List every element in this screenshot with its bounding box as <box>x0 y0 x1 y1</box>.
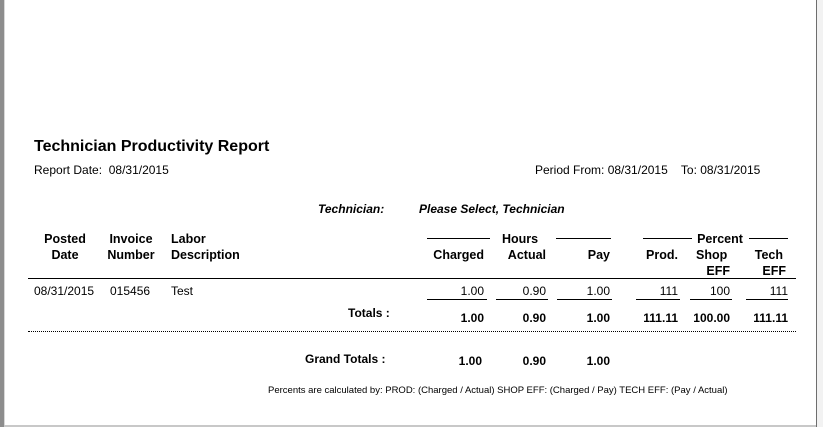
hours-group-line-right <box>556 238 611 239</box>
period-to-label: To: <box>680 163 697 177</box>
col-labor-description-line1: Labor <box>171 232 206 246</box>
report-date-value: 08/31/2015 <box>108 163 169 177</box>
col-tech-eff: Tech EFF <box>746 247 786 279</box>
totals-line-pay <box>557 299 612 300</box>
window-frame-bottom <box>4 425 816 427</box>
grand-totals-actual: 0.90 <box>522 354 546 368</box>
period-to-value: 08/31/2015 <box>700 163 761 177</box>
col-actual: Actual <box>507 248 546 262</box>
report-date: Report Date: 08/31/2015 <box>34 163 169 177</box>
window-frame-right <box>816 0 817 427</box>
row-tech-eff: 111 <box>769 284 788 298</box>
totals-line-shop-eff <box>690 299 732 300</box>
percent-group-line-left <box>643 238 692 239</box>
period-range: Period From: 08/31/2015 To: 08/31/2015 <box>535 163 760 177</box>
col-labor-description: Labor Description <box>171 231 240 263</box>
row-pay: 1.00 <box>586 284 610 298</box>
totals-label: Totals : <box>348 306 390 320</box>
totals-pay: 1.00 <box>586 311 610 325</box>
col-tech-eff-line1: Tech <box>754 248 783 262</box>
report-date-label: Report Date: <box>34 163 103 177</box>
percent-group-label: Percent <box>697 232 743 246</box>
col-invoice-number-line2: Number <box>107 248 155 262</box>
row-description: Test <box>171 284 194 298</box>
technician-label: Technician: <box>318 202 385 216</box>
row-shop-eff: 100 <box>709 284 730 298</box>
row-charged: 1.00 <box>460 284 484 298</box>
hours-group-line-left <box>427 238 490 239</box>
grand-totals-pay: 1.00 <box>586 354 610 368</box>
totals-line-tech-eff <box>746 299 788 300</box>
col-shop-eff: Shop EFF <box>690 247 730 279</box>
totals-tech-eff: 111.11 <box>753 311 788 325</box>
col-shop-eff-line1: Shop <box>696 248 728 262</box>
scrollbar-track[interactable] <box>817 0 823 427</box>
header-divider <box>28 278 796 279</box>
row-actual: 0.90 <box>522 284 546 298</box>
totals-prod: 111.11 <box>643 311 678 325</box>
col-invoice-number: Invoice Number <box>104 231 158 263</box>
totals-line-prod <box>636 299 680 300</box>
hours-group-label: Hours <box>501 232 539 246</box>
grand-totals-label: Grand Totals : <box>305 352 386 366</box>
totals-separator <box>28 331 796 332</box>
window-frame-left-inner <box>4 0 5 427</box>
col-posted-date-line2: Date <box>51 248 79 262</box>
row-invoice-number: 015456 <box>110 284 151 298</box>
totals-line-actual <box>496 299 548 300</box>
col-shop-eff-line2: EFF <box>706 264 730 278</box>
totals-shop-eff: 100.00 <box>693 311 730 325</box>
col-invoice-number-line1: Invoice <box>109 232 153 246</box>
totals-line-charged <box>427 299 487 300</box>
report-title: Technician Productivity Report <box>34 138 270 155</box>
col-prod: Prod. <box>646 248 678 262</box>
row-posted-date: 08/31/2015 <box>34 284 95 298</box>
percent-group-line-right <box>749 238 788 239</box>
row-prod: 111 <box>659 284 678 298</box>
col-charged: Charged <box>433 248 484 262</box>
window-frame-left <box>0 0 4 427</box>
col-tech-eff-line2: EFF <box>762 264 786 278</box>
grand-totals-charged: 1.00 <box>458 354 482 368</box>
col-posted-date: Posted Date <box>34 231 96 263</box>
period-from-value: 08/31/2015 <box>607 163 668 177</box>
footnote: Percents are calculated by: PROD: (Charg… <box>268 385 728 396</box>
totals-actual: 0.90 <box>522 311 546 325</box>
col-posted-date-line1: Posted <box>44 232 86 246</box>
technician-value: Please Select, Technician <box>419 202 565 216</box>
col-pay: Pay <box>587 248 610 262</box>
col-labor-description-line2: Description <box>171 248 240 262</box>
period-from-label: Period From: <box>535 163 605 177</box>
totals-charged: 1.00 <box>460 311 484 325</box>
